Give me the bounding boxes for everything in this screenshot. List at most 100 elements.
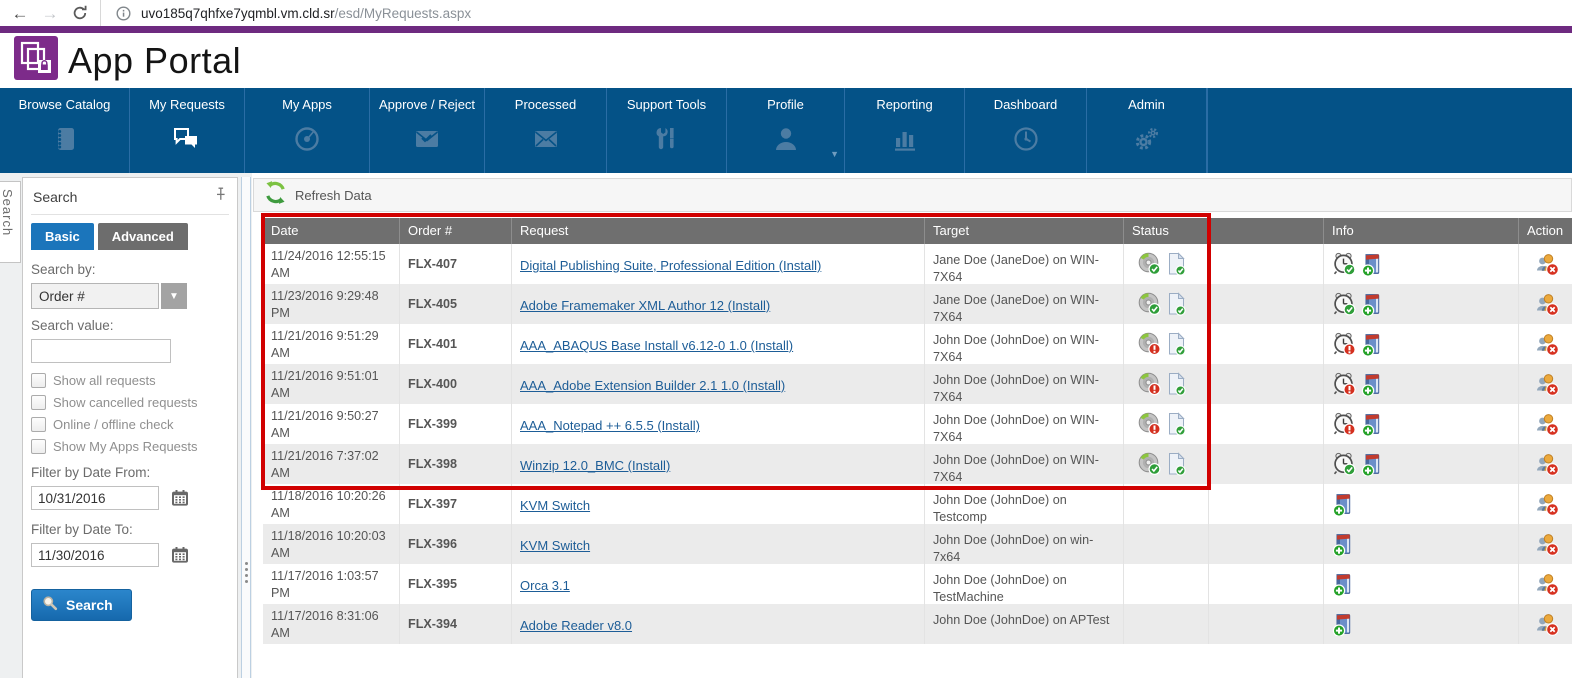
alarmclock-error-icon[interactable] [1332, 372, 1356, 396]
user-remove-icon[interactable] [1535, 292, 1559, 316]
chevron-down-icon[interactable]: ▼ [161, 283, 187, 309]
alarmclock-success-icon[interactable] [1332, 452, 1356, 476]
chevron-down-icon[interactable]: ▼ [830, 149, 839, 159]
user-remove-icon[interactable] [1535, 332, 1559, 356]
checkbox-box[interactable] [31, 373, 46, 388]
user-remove-icon[interactable] [1535, 532, 1559, 556]
install-add-icon[interactable] [1332, 492, 1354, 516]
cell-blank [1209, 604, 1324, 644]
user-remove-icon[interactable] [1535, 412, 1559, 436]
date-from-input[interactable] [31, 486, 159, 510]
request-link[interactable]: AAA_ABAQUS Base Install v6.12-0 1.0 (Ins… [520, 338, 794, 353]
search-by-dropdown[interactable]: Order # [31, 283, 159, 309]
nav-item-approve-reject[interactable]: Approve / Reject [370, 88, 485, 173]
request-link[interactable]: AAA_Adobe Extension Builder 2.1 1.0 (Ins… [520, 378, 786, 393]
column-header-order[interactable]: Order # [400, 218, 512, 244]
sidebar-vertical-tab-search[interactable]: Search [0, 181, 21, 263]
cell-order: FLX-407 [400, 244, 512, 284]
calendar-icon[interactable] [171, 489, 189, 507]
request-link[interactable]: Digital Publishing Suite, Professional E… [520, 258, 822, 273]
date-to-input[interactable] [31, 543, 159, 567]
user-remove-icon[interactable] [1535, 492, 1559, 516]
splitter-grip-icon[interactable] [244, 562, 248, 583]
checkbox-show-all-requests[interactable]: Show all requests [31, 373, 229, 388]
request-link[interactable]: AAA_Notepad ++ 6.5.5 (Install) [520, 418, 700, 433]
install-add-icon[interactable] [1361, 412, 1383, 436]
request-link[interactable]: KVM Switch [520, 498, 591, 513]
checkbox-label: Show My Apps Requests [53, 439, 198, 454]
install-add-icon[interactable] [1332, 572, 1354, 596]
nav-item-processed[interactable]: Processed [485, 88, 607, 173]
alarmclock-error-icon[interactable] [1332, 332, 1356, 356]
column-header-blank[interactable] [1209, 218, 1324, 244]
search-sidebar: Search Basic Advanced Search by: Order #… [22, 177, 238, 678]
tab-basic[interactable]: Basic [31, 223, 94, 250]
user-remove-icon[interactable] [1535, 612, 1559, 636]
install-add-icon[interactable] [1361, 452, 1383, 476]
table-row: 11/17/2016 1:03:57 PM FLX-395 Orca 3.1 John… [263, 564, 1572, 604]
install-add-icon[interactable] [1361, 332, 1383, 356]
cell-action [1519, 244, 1572, 284]
column-header-request[interactable]: Request [512, 218, 925, 244]
search-value-input[interactable] [31, 339, 171, 363]
column-header-date[interactable]: Date [263, 218, 400, 244]
column-header-status[interactable]: Status [1124, 218, 1209, 244]
browser-reload-icon[interactable] [70, 3, 90, 23]
user-remove-icon[interactable] [1535, 252, 1559, 276]
nav-item-browse-catalog[interactable]: Browse Catalog [0, 88, 130, 173]
table-row: 11/17/2016 8:31:06 AM FLX-394 Adobe Reader… [263, 604, 1572, 644]
request-link[interactable]: KVM Switch [520, 538, 591, 553]
nav-item-my-requests[interactable]: My Requests [130, 88, 245, 173]
cell-blank [1209, 484, 1324, 524]
nav-item-reporting[interactable]: Reporting [845, 88, 965, 173]
user-remove-icon[interactable] [1535, 572, 1559, 596]
browser-back-icon[interactable]: ← [11, 3, 29, 23]
refresh-data-button[interactable]: Refresh Data [253, 178, 1572, 212]
checkbox-box[interactable] [31, 439, 46, 454]
app-portal-logo [14, 36, 58, 85]
install-add-icon[interactable] [1332, 532, 1354, 556]
tab-advanced[interactable]: Advanced [97, 223, 188, 250]
user-remove-icon[interactable] [1535, 452, 1559, 476]
checkbox-show-cancelled-requests[interactable]: Show cancelled requests [31, 395, 229, 410]
install-add-icon[interactable] [1361, 292, 1383, 316]
request-link[interactable]: Orca 3.1 [520, 578, 570, 593]
alarmclock-success-icon[interactable] [1332, 252, 1356, 276]
checkbox-label: Show all requests [53, 373, 156, 388]
panel-splitter[interactable] [241, 177, 251, 678]
app-title: App Portal [68, 39, 242, 81]
install-add-icon[interactable] [1361, 372, 1383, 396]
request-link[interactable]: Adobe Framemaker XML Author 12 (Install) [520, 298, 771, 313]
checkbox-online-offline-check[interactable]: Online / offline check [31, 417, 229, 432]
search-button[interactable]: Search [31, 589, 132, 621]
column-header-target[interactable]: Target [925, 218, 1124, 244]
install-add-icon[interactable] [1332, 612, 1354, 636]
pin-icon[interactable] [214, 187, 227, 206]
column-header-info[interactable]: Info [1324, 218, 1519, 244]
calendar-icon[interactable] [171, 546, 189, 564]
table-row: 11/23/2016 9:29:48 PM FLX-405 Adobe Framem… [263, 284, 1572, 324]
alarmclock-error-icon[interactable] [1332, 412, 1356, 436]
date-from-label: Filter by Date From: [31, 465, 151, 480]
document-success-icon [1167, 292, 1186, 316]
checkbox-label: Online / offline check [53, 417, 174, 432]
nav-item-dashboard[interactable]: Dashboard [965, 88, 1087, 173]
url-text: uvo185q7qhfxe7yqmbl.vm.cld.sr/esd/MyRequ… [141, 6, 471, 21]
request-link[interactable]: Adobe Reader v8.0 [520, 618, 633, 633]
nav-item-my-apps[interactable]: My Apps [245, 88, 370, 173]
install-add-icon[interactable] [1361, 252, 1383, 276]
browser-forward-icon[interactable]: → [41, 3, 59, 23]
checkbox-box[interactable] [31, 395, 46, 410]
checkbox-box[interactable] [31, 417, 46, 432]
nav-item-admin[interactable]: Admin [1087, 88, 1207, 173]
address-bar[interactable]: uvo185q7qhfxe7yqmbl.vm.cld.sr/esd/MyRequ… [100, 0, 471, 26]
user-remove-icon[interactable] [1535, 372, 1559, 396]
alarmclock-success-icon[interactable] [1332, 292, 1356, 316]
nav-item-profile[interactable]: Profile ▼ [727, 88, 845, 173]
column-header-action[interactable]: Action [1519, 218, 1572, 244]
request-link[interactable]: Winzip 12.0_BMC (Install) [520, 458, 671, 473]
nav-item-support-tools[interactable]: Support Tools [607, 88, 727, 173]
checkbox-show-my-apps-requests[interactable]: Show My Apps Requests [31, 439, 229, 454]
page-info-icon[interactable] [113, 3, 133, 23]
nav-item-label: Profile [767, 97, 804, 112]
